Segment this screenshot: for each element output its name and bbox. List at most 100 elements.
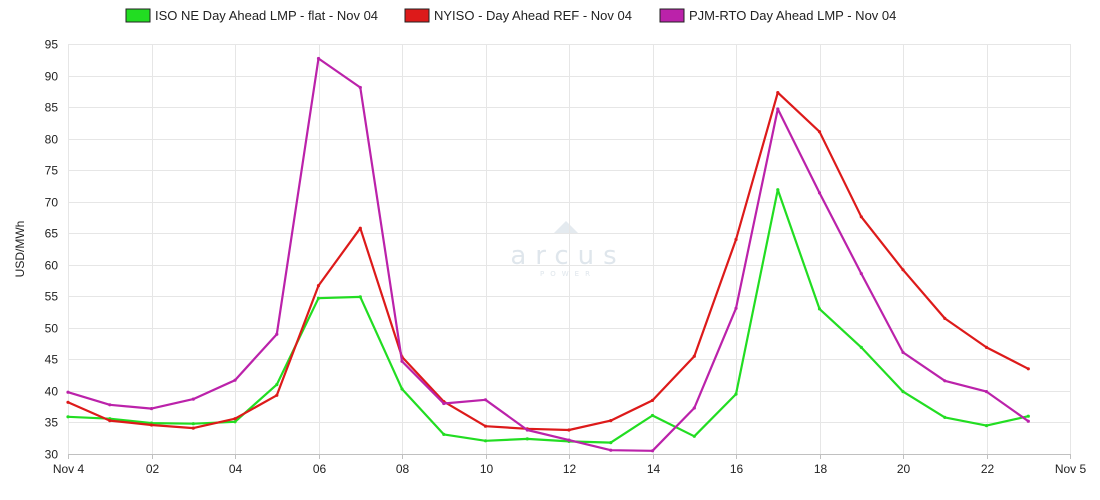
data-point: [66, 400, 70, 404]
legend-label: PJM-RTO Day Ahead LMP - Nov 04: [689, 8, 896, 23]
data-point: [650, 413, 655, 418]
data-point: [400, 387, 404, 391]
data-point: [859, 345, 863, 349]
data-point: [692, 354, 696, 358]
data-point: [776, 107, 780, 111]
data-point: [817, 307, 822, 311]
data-point: [817, 191, 822, 195]
y-tick-label: 60: [45, 259, 59, 273]
x-tick-label: 08: [396, 462, 410, 476]
x-tick-label: 18: [814, 462, 828, 476]
legend-swatch: [125, 8, 151, 23]
data-point: [358, 85, 362, 90]
y-tick-label: 55: [45, 290, 59, 304]
data-point: [400, 359, 404, 363]
data-point: [1026, 367, 1030, 371]
data-point: [483, 439, 488, 443]
x-tick-label: 22: [981, 462, 995, 476]
grid-lines: [68, 44, 1071, 455]
x-tick-label: 06: [313, 462, 327, 476]
y-tick-label: 80: [45, 133, 59, 147]
x-tick-label: 14: [647, 462, 661, 476]
data-point: [483, 424, 488, 428]
legend-swatch: [659, 8, 685, 23]
series-2: [66, 91, 1030, 432]
y-tick-label: 30: [45, 448, 59, 462]
data-point: [233, 417, 237, 421]
data-point: [609, 448, 613, 452]
data-point: [275, 383, 279, 387]
data-point: [984, 390, 989, 394]
data-point: [650, 398, 655, 402]
data-point: [233, 378, 237, 382]
x-tick-label: 04: [229, 462, 243, 476]
data-point: [567, 428, 571, 432]
legend[interactable]: ISO NE Day Ahead LMP - flat - Nov 04 NYIS…: [125, 8, 896, 23]
y-tick-label: 65: [45, 227, 59, 241]
data-point: [943, 316, 947, 320]
y-tick-label: 35: [45, 416, 59, 430]
data-point: [525, 428, 529, 432]
y-tick-label: 95: [45, 38, 59, 52]
data-point: [316, 296, 321, 300]
data-point: [149, 423, 154, 427]
data-point: [943, 415, 947, 419]
data-point: [108, 403, 112, 407]
data-point: [609, 441, 613, 445]
data-point: [233, 420, 237, 424]
series-line: [66, 91, 1030, 432]
series-1: [66, 188, 1030, 445]
data-point: [525, 437, 529, 441]
data-point: [943, 379, 947, 383]
x-tick-label: 10: [480, 462, 494, 476]
data-point: [859, 272, 863, 276]
x-tick-label: Nov 4: [53, 462, 85, 476]
y-tick-label: 70: [45, 196, 59, 210]
data-point: [66, 415, 70, 419]
watermark-brand-text: arcus: [510, 241, 625, 271]
data-point: [901, 390, 905, 394]
x-tick-label: 02: [146, 462, 160, 476]
data-point: [1026, 419, 1030, 423]
data-point: [776, 188, 780, 192]
data-point: [66, 390, 70, 394]
y-tick-label: 40: [45, 385, 59, 399]
data-point: [567, 438, 571, 442]
data-point: [734, 392, 738, 396]
data-point: [734, 237, 738, 242]
data-point: [316, 56, 321, 61]
legend-item[interactable]: ISO NE Day Ahead LMP - flat - Nov 04: [125, 8, 378, 23]
axes: 30 35 40 45 50 55 60 65 70 75 80 85 90 95 Nov 4 02 04 06 0…: [45, 38, 1087, 477]
data-point: [483, 398, 488, 402]
data-point: [692, 434, 696, 438]
data-point: [859, 215, 863, 219]
y-tick-label: 50: [45, 322, 59, 336]
data-point: [817, 130, 822, 134]
data-point: [442, 432, 446, 436]
data-point: [275, 393, 279, 397]
legend-swatch: [404, 8, 430, 23]
watermark-sub-text: POWER: [540, 270, 596, 278]
series-layer: [66, 56, 1030, 453]
legend-item[interactable]: PJM-RTO Day Ahead LMP - Nov 04: [659, 8, 896, 23]
data-point: [734, 306, 738, 310]
x-tick-label: 16: [730, 462, 744, 476]
data-point: [901, 350, 905, 354]
series-3: [66, 56, 1030, 453]
x-tick-label: 20: [897, 462, 911, 476]
data-point: [984, 345, 989, 349]
data-point: [650, 449, 655, 453]
data-point: [692, 406, 696, 410]
data-point: [609, 419, 613, 423]
data-point: [275, 332, 279, 336]
data-point: [776, 91, 780, 95]
data-point: [191, 426, 195, 430]
data-point: [984, 424, 989, 428]
legend-item[interactable]: NYISO - Day Ahead REF - Nov 04: [404, 8, 632, 23]
data-point: [1026, 414, 1030, 418]
y-tick-label: 45: [45, 353, 59, 367]
data-point: [901, 268, 905, 272]
data-point: [108, 419, 112, 423]
y-tick-label: 85: [45, 101, 59, 115]
